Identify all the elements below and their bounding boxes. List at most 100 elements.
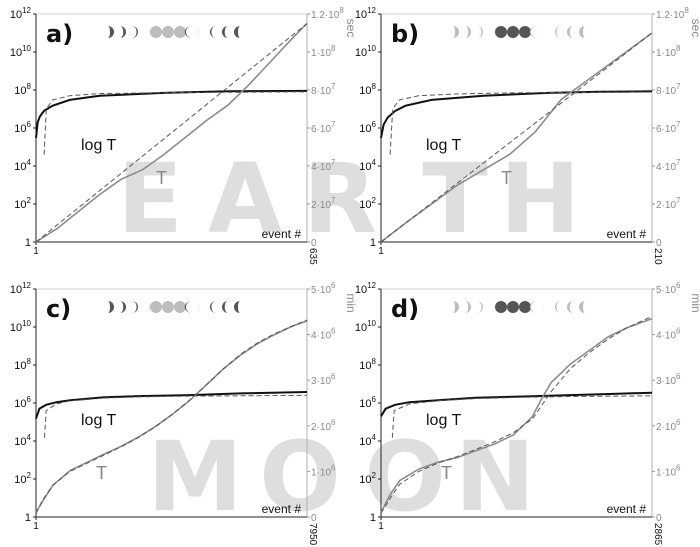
left-tick-label: 104 [359,433,376,448]
series-line-t-fit [380,315,653,514]
x-tick-start: 1 [33,246,39,257]
left-tick-label: 1012 [355,6,377,21]
series-label-t: T [501,168,512,188]
series-line-t [380,32,653,243]
left-tick-label: 1010 [355,319,377,334]
right-tick-label: 3·106 [656,372,681,387]
right-tick-label: 2·107 [311,196,336,211]
moon-crescent-icon [184,26,192,38]
right-tick-label: 2·107 [656,196,681,211]
right-tick-label: 1.2·108 [656,6,689,21]
right-tick-label: 0 [656,238,662,249]
right-tick-label: 4·106 [656,327,681,342]
right-tick-label: 6·107 [656,120,681,135]
left-tick-label: 104 [359,158,376,173]
left-tick-label: 102 [14,471,31,486]
right-tick-label: 4·107 [656,158,681,173]
watermark-letter: H [500,143,580,255]
x-axis-label: event # [607,502,647,516]
x-axis-label: event # [262,502,302,516]
right-tick-label: 1·108 [311,44,336,59]
series-line-log-t [380,90,653,139]
right-tick-label: 3·106 [311,372,336,387]
x-tick-end: 2865 [652,523,663,546]
moon-crescent-icon [477,301,483,313]
moon-full-icon [495,301,507,313]
left-tick-label: 108 [359,357,376,372]
right-tick-label: 1·106 [656,463,681,478]
x-tick-start: 1 [33,521,39,532]
left-tick-label: 1 [370,237,376,249]
watermark-letter: A [208,143,282,255]
left-tick-label: 108 [14,82,31,97]
left-tick-label: 106 [359,395,376,410]
moon-crescent-icon [555,26,561,38]
left-tick-label: 104 [14,433,31,448]
left-tick-label: 1 [25,237,31,249]
moon-full-icon [162,301,174,313]
moon-crescent-icon [210,26,216,38]
series-label-t: T [96,463,107,483]
x-tick-end: 210 [652,248,663,265]
right-axis-unit: sec [344,19,358,38]
watermark-letter: R [303,143,377,255]
series-line-t-fit [380,32,653,243]
watermark-letter: T [422,143,487,255]
moon-crescent-icon [132,301,138,313]
watermark-letter: N [455,421,535,533]
moon-full-icon [519,26,531,38]
series-line-t-fit [35,319,308,514]
x-axis-label: event # [607,227,647,241]
right-tick-label: 8·107 [656,82,681,97]
chart-panel: 1 102 104 106 108 1010 1012 0 1·106 2·106 3·106 4·1… [355,281,700,546]
moon-crescent-icon [108,26,114,38]
left-tick-label: 1012 [355,281,377,296]
left-tick-label: 102 [359,471,376,486]
moon-crescent-icon [453,26,459,38]
moon-crescent-icon [234,26,240,38]
left-tick-label: 106 [359,120,376,135]
right-tick-label: 2·106 [656,418,681,433]
watermark-letter: M [147,421,243,533]
series-label-log-t: log T [426,137,462,154]
moon-crescent-icon [120,26,126,38]
moon-crescent-icon [579,301,585,313]
right-tick-label: 0 [311,238,317,249]
moon-crescent-icon [477,26,483,38]
series-label-log-t: log T [81,137,117,154]
series-label-log-t: log T [81,412,117,429]
moon-full-icon [162,26,174,38]
chart-panel: 1 102 104 106 108 1010 1012 0 2·107 4·107 6·107 8·1… [355,6,700,265]
moon-crescent-icon [144,26,150,38]
right-tick-label: 0 [656,513,662,524]
right-axis-unit: sec [689,19,700,38]
moon-crescent-icon [567,26,573,38]
series-line-t [35,22,308,243]
left-tick-label: 106 [14,395,31,410]
left-tick-label: 102 [359,196,376,211]
moon-crescent-icon [579,26,585,38]
moon-crescent-icon [529,26,537,38]
moon-full-icon [150,26,162,38]
left-tick-label: 104 [14,158,31,173]
right-axis-unit: min [344,293,358,312]
x-tick-start: 1 [378,521,384,532]
watermark-letter: E [117,143,183,255]
moon-crescent-icon [543,301,549,313]
moon-crescent-icon [132,26,138,38]
panel-label: d) [391,295,419,323]
moon-crescent-icon [489,301,495,313]
chart-panel: 1 102 104 106 108 1010 1012 0 2·107 4·107 6·107 8·1… [10,6,358,265]
series-label-log-t: log T [426,412,462,429]
moon-crescent-icon [489,26,495,38]
right-tick-label: 1·106 [311,463,336,478]
moon-crescent-icon [108,301,114,313]
series-line-log-t-fit [43,91,308,155]
left-tick-label: 108 [359,82,376,97]
moon-crescent-icon [198,301,204,313]
right-axis-unit: min [689,293,700,312]
moon-full-icon [174,301,186,313]
x-tick-end: 635 [307,248,318,265]
moon-crescent-icon [465,301,471,313]
moon-full-icon [174,26,186,38]
